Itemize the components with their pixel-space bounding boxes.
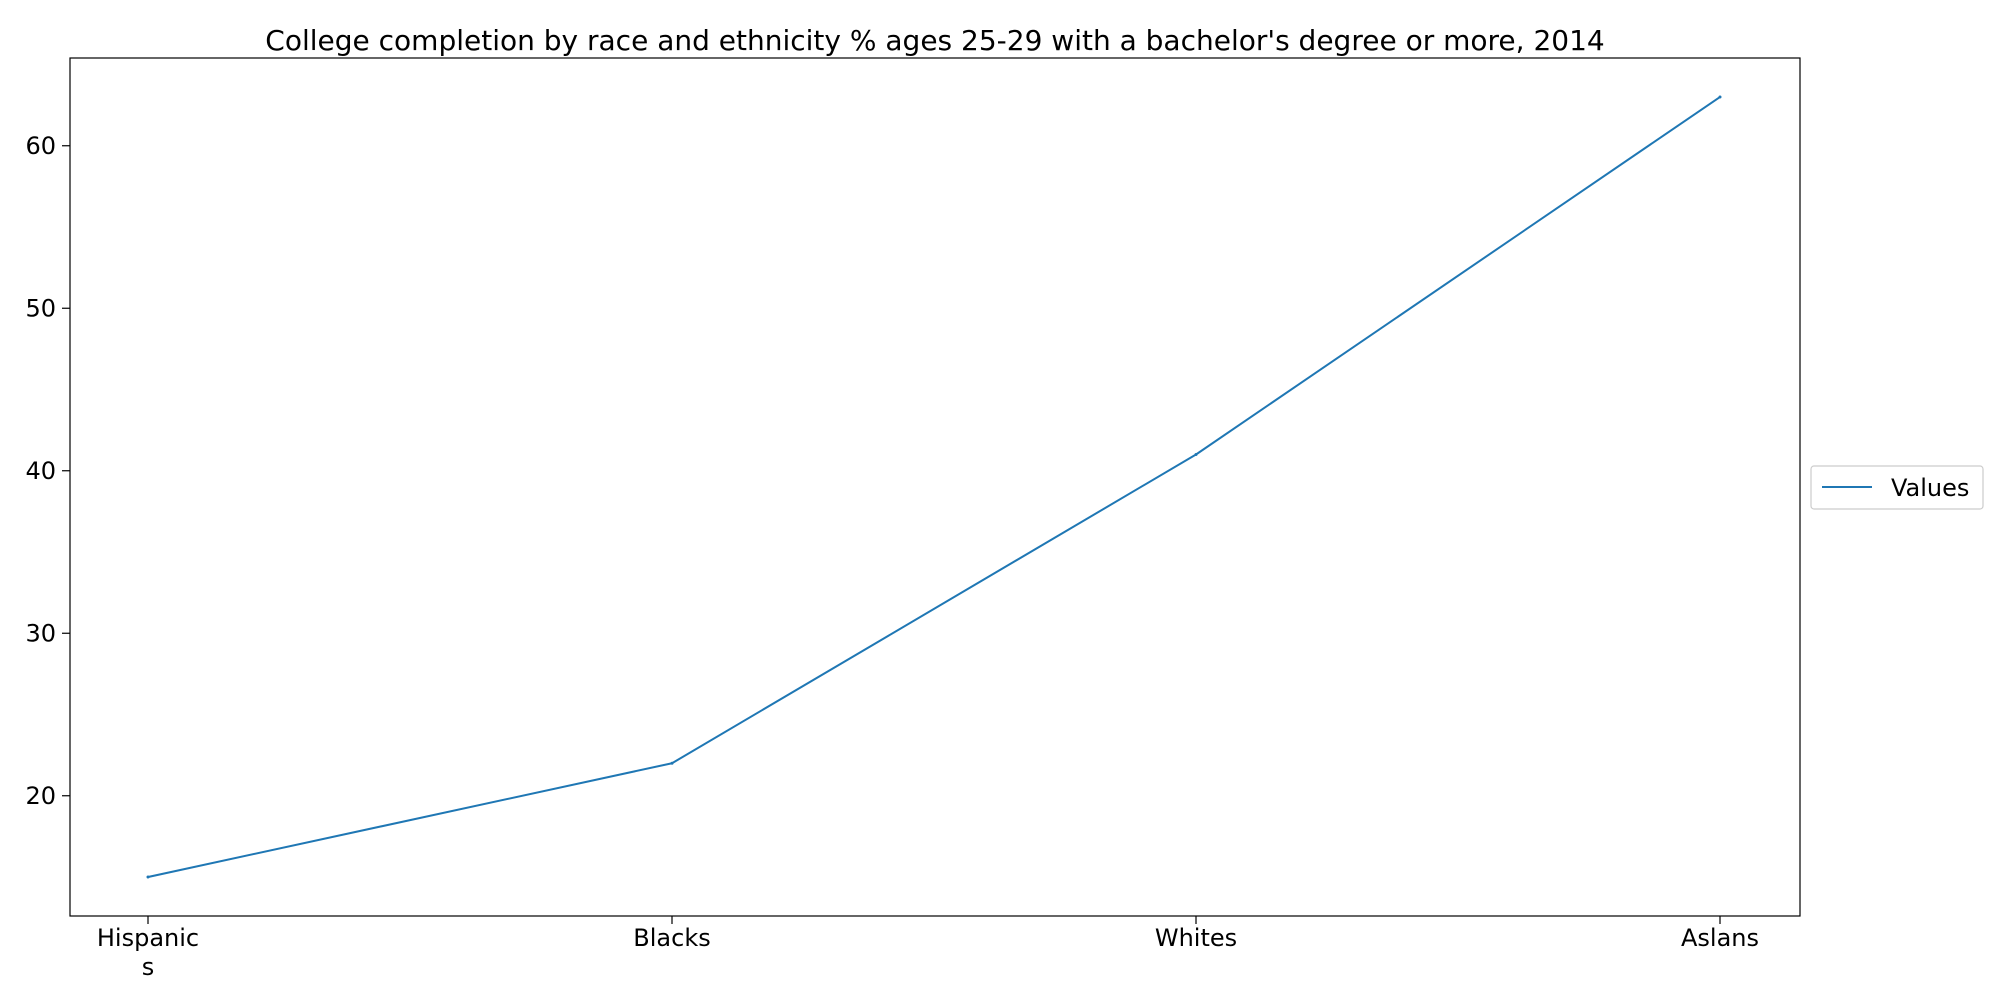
data-point [146, 875, 150, 879]
legend[interactable]: Values [1810, 465, 1984, 510]
data-point [1718, 95, 1722, 99]
y-tick-label: 20 [25, 782, 56, 810]
data-point [670, 761, 674, 765]
data-point [1194, 453, 1198, 456]
x-tick-label: Whites [1155, 924, 1237, 952]
x-axis: Hispanic s Blacks Whites Aslans [97, 916, 1759, 981]
y-tick-label: 50 [25, 294, 56, 322]
y-axis: 20 30 40 50 60 [25, 132, 70, 810]
series-layer [146, 95, 1722, 879]
legend-label: Values [1891, 474, 1969, 502]
x-tick-label: Aslans [1681, 924, 1759, 952]
x-tick-label: Blacks [633, 924, 710, 952]
y-tick-label: 40 [25, 457, 56, 485]
plot-area-frame [69, 57, 1801, 917]
y-tick-label: 30 [25, 619, 56, 647]
x-tick-label: Hispanic s [97, 924, 199, 981]
y-tick-label: 60 [25, 132, 56, 160]
legend-frame [1810, 465, 1984, 510]
series-line-values [146, 95, 1722, 879]
chart-title: College completion by race and ethnicity… [265, 24, 1604, 57]
